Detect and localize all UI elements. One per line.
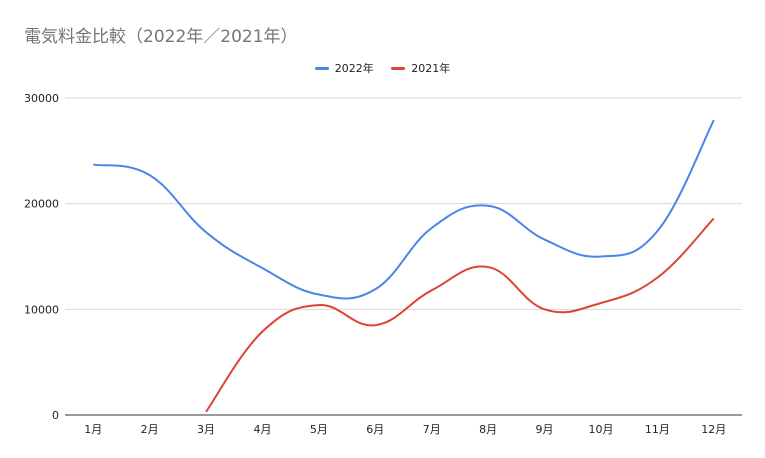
- x-tick-label: 9月: [536, 423, 554, 436]
- x-tick-label: 1月: [84, 423, 102, 436]
- x-tick-label: 8月: [479, 423, 497, 436]
- series-lines: [93, 119, 715, 413]
- x-tick-label: 3月: [197, 423, 215, 436]
- legend-item-2021[interactable]: 2021年: [391, 60, 450, 76]
- x-tick-label: 6月: [366, 423, 384, 436]
- x-tick-label: 7月: [423, 423, 441, 436]
- x-tick-label: 5月: [310, 423, 328, 436]
- legend-swatch-2021: [391, 66, 406, 70]
- x-tick-label: 12月: [701, 423, 726, 436]
- legend: 2022年 2021年: [0, 60, 765, 76]
- x-tick-label: 4月: [253, 423, 271, 436]
- y-tick-label: 20000: [24, 198, 59, 211]
- x-axis-ticks: 1月 2月 3月 4月 5月 6月 7月 8月 9月 10月 11月 12月: [84, 423, 726, 436]
- x-tick-label: 10月: [588, 423, 613, 436]
- legend-item-2022[interactable]: 2022年: [314, 60, 374, 76]
- chart-title: 電気料金比較（2022年／2021年）: [24, 27, 298, 47]
- legend-label-2021: 2021年: [411, 62, 451, 75]
- legend-label-2022: 2022年: [334, 62, 374, 75]
- series-line-1: [205, 217, 715, 413]
- gridlines: [65, 97, 742, 416]
- x-tick-label: 2月: [141, 423, 159, 436]
- y-tick-label: 10000: [24, 303, 59, 316]
- legend-swatch-2022: [314, 66, 329, 70]
- series-line-0: [93, 119, 715, 300]
- y-axis-ticks: 0 10000 20000 30000: [24, 92, 59, 422]
- x-tick-label: 11月: [645, 423, 670, 436]
- y-tick-label: 0: [52, 409, 59, 422]
- y-tick-label: 30000: [24, 92, 59, 105]
